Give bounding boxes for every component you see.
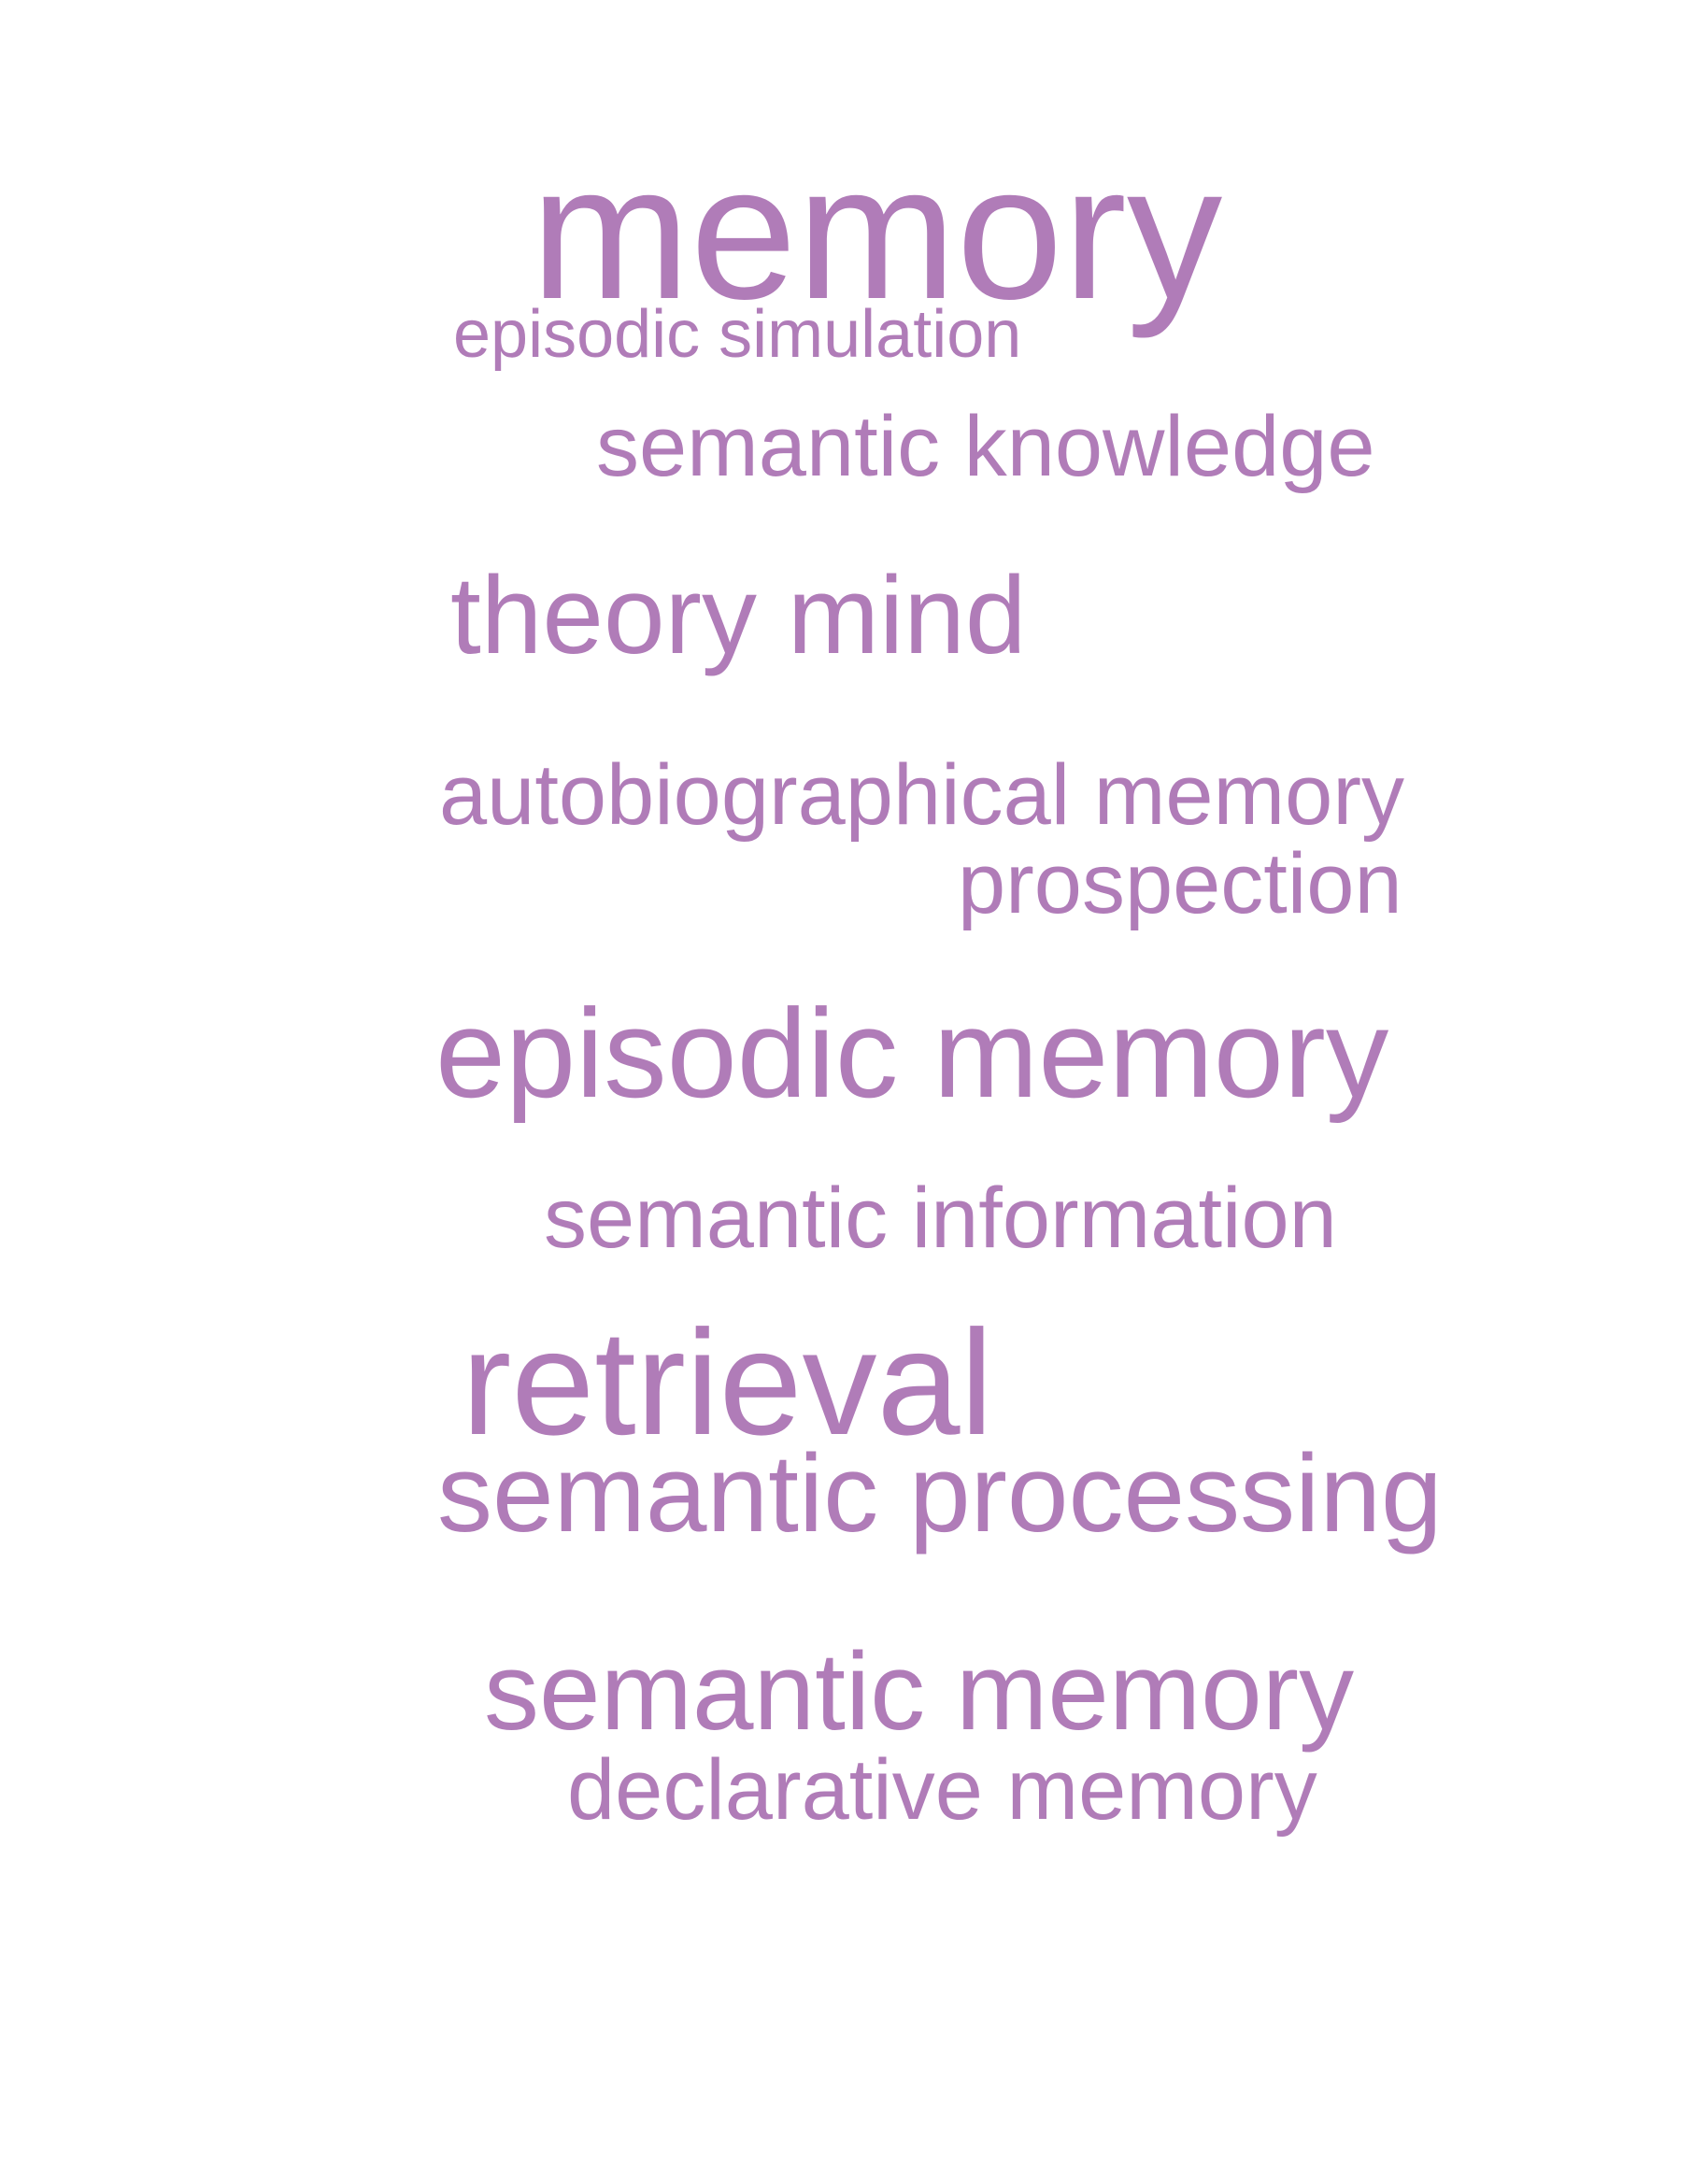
word-memory: memory xyxy=(531,125,1223,339)
word-declarative-memory: declarative memory xyxy=(567,1742,1317,1838)
word-autobiographical-memory: autobiographical memory xyxy=(439,747,1404,843)
word-prospection: prospection xyxy=(958,836,1402,931)
word-semantic-information: semantic information xyxy=(544,1171,1337,1266)
word-retrieval: retrieval xyxy=(462,1299,994,1466)
word-theory-mind: theory mind xyxy=(450,554,1027,677)
word-episodic-simulation: episodic simulation xyxy=(453,297,1022,372)
word-semantic-processing: semantic processing xyxy=(437,1432,1443,1555)
word-episodic-memory: episodic memory xyxy=(435,983,1389,1124)
word-semantic-memory: semantic memory xyxy=(484,1630,1355,1753)
word-semantic-knowledge: semantic knowledge xyxy=(596,399,1375,494)
